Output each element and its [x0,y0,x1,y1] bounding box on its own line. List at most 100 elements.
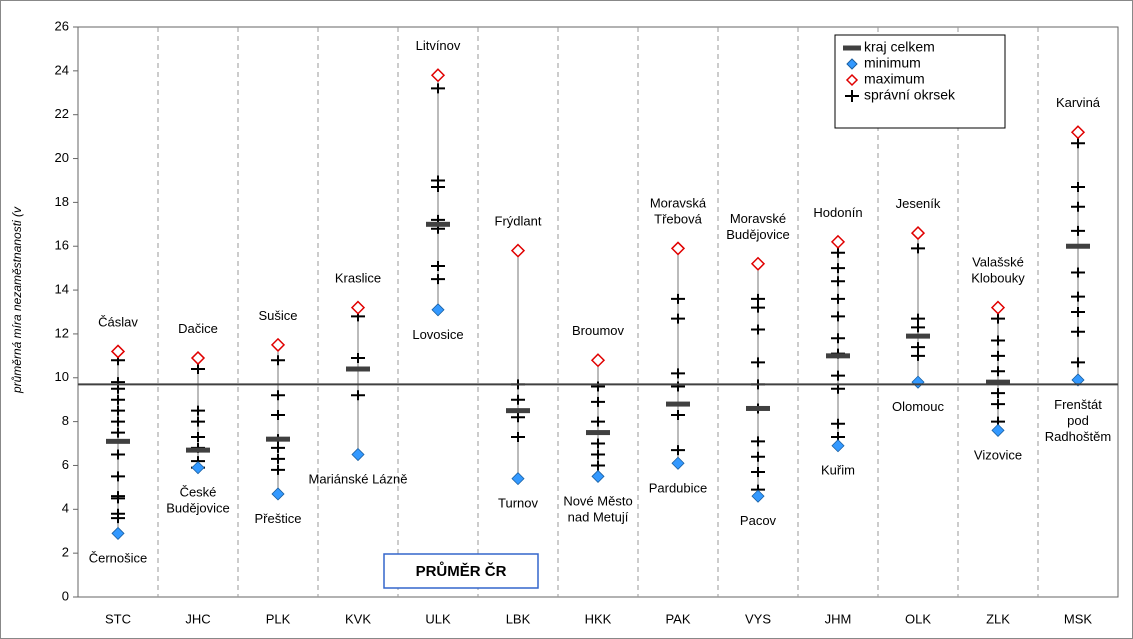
x-tick-label: PAK [665,611,690,626]
maximum-label-line: Valašské [972,255,1024,270]
legend-marker [845,73,859,87]
district-marker [591,381,605,392]
district-marker [271,355,285,366]
maximum-label-line: Sušice [258,308,297,323]
minimum-marker [991,423,1005,437]
maximum-label-line: Hodonín [813,205,862,220]
minimum-label: Lovosice [412,327,463,342]
region-total [426,221,450,227]
y-tick-label: 26 [55,18,69,33]
district-marker [431,274,445,285]
district-marker [511,431,525,442]
district-marker [751,302,765,313]
average-label: PRŮMĚR ČR [416,561,507,580]
maximum-label: Kraslice [335,271,381,286]
district-marker [671,293,685,304]
region-total [346,366,370,372]
region-total [586,430,610,436]
region-total [826,353,850,359]
maximum-marker [110,344,126,359]
district-marker [271,442,285,453]
district-marker [911,243,925,254]
maximum-label-line: Moravská [650,196,707,211]
maximum-marker [190,350,206,366]
district-marker [1071,201,1085,212]
y-tick-label: 24 [55,62,69,77]
district-marker [271,464,285,475]
district-marker [431,175,445,186]
region-total [186,447,210,453]
x-tick-label: HKK [585,611,612,626]
maximum-marker [510,243,526,258]
x-tick-label: JHC [185,611,210,626]
district-marker [991,388,1005,399]
y-tick-label: 14 [55,282,69,297]
minimum-label-line: Lovosice [412,327,463,342]
minimum-label: Nové Město nad Metují [563,494,632,525]
district-marker [111,491,125,502]
district-marker [831,276,845,287]
maximum-label-line: Čáslav [98,315,138,330]
y-tick-label: 4 [62,501,69,516]
district-marker [911,322,925,333]
minimum-label-line: Radhoštěm [1045,429,1111,444]
maximum-marker [590,353,606,368]
district-marker [991,350,1005,361]
minimum-label-line: Přeštice [255,511,302,526]
district-marker [511,394,525,405]
maximum-label-line: Broumov [572,324,625,339]
maximum-marker [750,256,766,271]
average-box [383,553,539,589]
district-marker [1071,182,1085,193]
maximum-label: Valašské Klobouky [971,255,1025,286]
region-total [746,405,770,411]
minimum-label: Pacov [740,514,777,529]
minimum-marker [191,461,205,475]
district-marker [671,313,685,324]
minimum-label-line: Frenštát [1054,397,1102,412]
y-tick-label: 20 [55,150,69,165]
x-tick-label: MSK [1064,611,1093,626]
y-tick-label: 0 [62,588,69,603]
minimum-marker [671,456,685,470]
legend-label: správní okrsek [864,87,956,103]
district-marker [191,431,205,442]
minimum-label-line: Vizovice [974,448,1022,463]
district-marker [111,416,125,427]
minimum-label-line: Turnov [498,496,538,511]
x-tick-label: STC [105,611,131,626]
district-marker [671,368,685,379]
district-marker [671,410,685,421]
minimum-marker [271,487,285,501]
legend-label: kraj celkem [864,39,935,55]
district-marker [911,313,925,324]
region-total [666,401,690,407]
maximum-label: Broumov [572,324,625,339]
district-marker [751,324,765,335]
district-marker [431,260,445,271]
district-marker [751,357,765,368]
minimum-label: Přeštice [255,511,302,526]
region-total [106,438,130,444]
maximum-label: Karviná [1056,96,1101,111]
legend-label: minimum [864,55,921,71]
legend-label: maximum [864,71,925,87]
minimum-marker [431,303,445,317]
minimum-label-line: Kuřim [821,463,855,478]
minimum-label: Vizovice [974,448,1022,463]
district-marker [831,370,845,381]
district-marker [191,405,205,416]
maximum-marker [910,226,926,241]
district-marker [911,350,925,361]
district-marker [191,416,205,427]
y-tick-label: 8 [62,413,69,428]
minimum-marker [351,447,365,462]
y-tick-label: 2 [62,545,69,560]
maximum-label-line: Klobouky [971,271,1025,286]
district-marker [991,335,1005,346]
legend-marker [846,58,858,70]
maximum-label: Moravská Třebová [650,196,707,227]
legend-marker [843,45,861,51]
district-marker [831,333,845,344]
y-tick-label: 22 [55,106,69,121]
